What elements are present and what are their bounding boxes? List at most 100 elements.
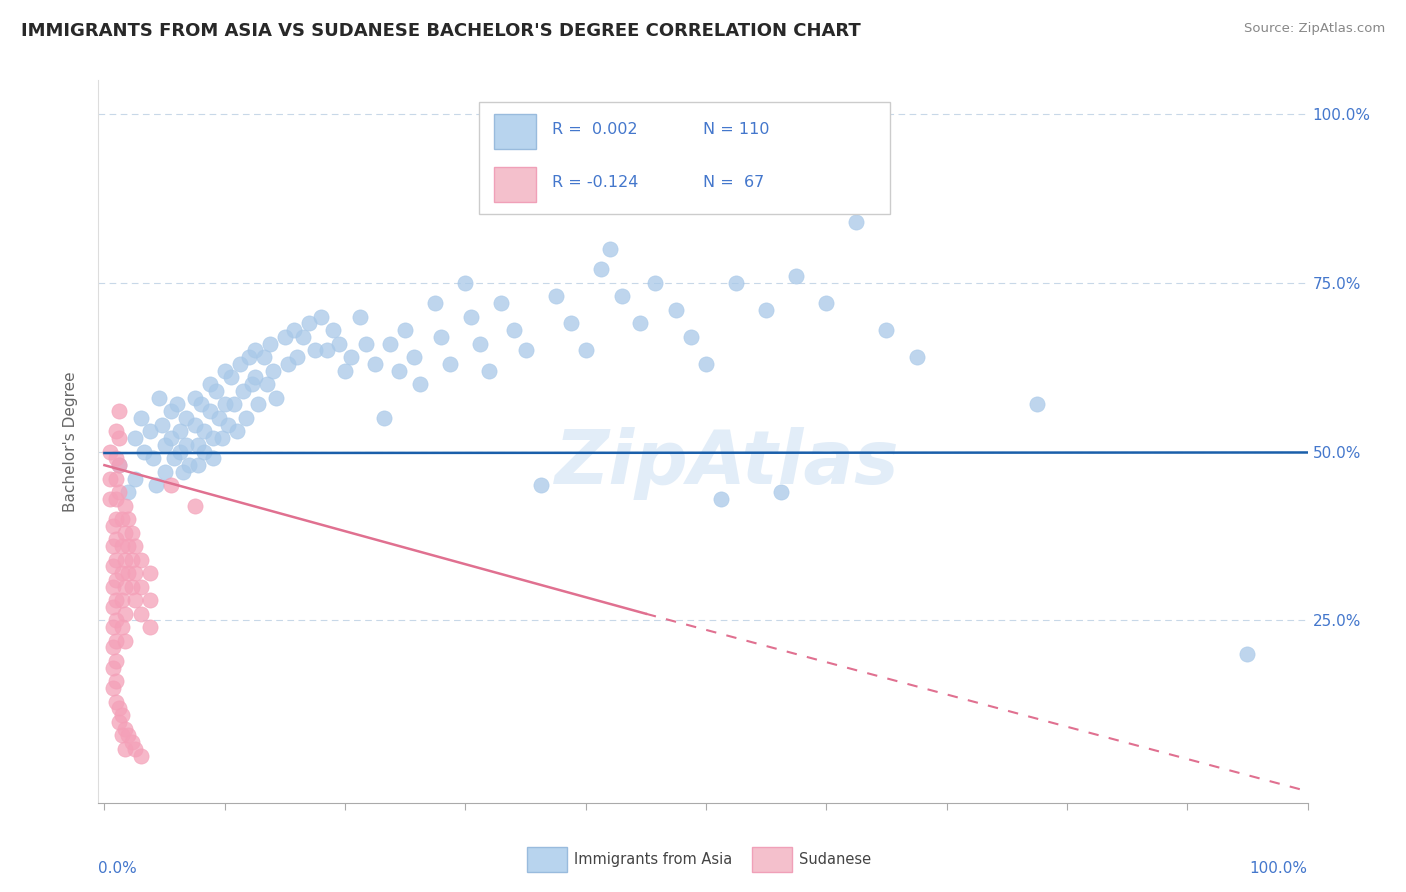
Point — [111, 708, 134, 723]
Point — [201, 431, 224, 445]
Point — [219, 370, 242, 384]
Point — [201, 451, 224, 466]
Point — [274, 330, 297, 344]
Point — [394, 323, 416, 337]
FancyBboxPatch shape — [494, 167, 536, 202]
Point — [105, 614, 128, 628]
Point — [575, 343, 598, 358]
Point — [114, 580, 136, 594]
Point — [190, 397, 212, 411]
Point — [100, 444, 122, 458]
Point — [695, 357, 717, 371]
Point — [103, 599, 125, 614]
Point — [333, 364, 356, 378]
Point — [121, 525, 143, 540]
Point — [153, 465, 176, 479]
Point — [478, 364, 501, 378]
Point — [138, 593, 160, 607]
Point — [460, 310, 482, 324]
Point — [111, 593, 134, 607]
Point — [111, 620, 134, 634]
Point — [304, 343, 326, 358]
Point — [340, 350, 363, 364]
Point — [262, 364, 284, 378]
Point — [129, 748, 152, 763]
Point — [222, 397, 245, 411]
Point — [322, 323, 344, 337]
Point — [277, 357, 299, 371]
Point — [430, 330, 453, 344]
Point — [204, 384, 226, 398]
Point — [117, 539, 139, 553]
Text: N = 110: N = 110 — [703, 122, 769, 136]
Text: N =  67: N = 67 — [703, 176, 765, 190]
Point — [256, 377, 278, 392]
Text: R = -0.124: R = -0.124 — [551, 176, 638, 190]
Point — [628, 317, 651, 331]
Point — [439, 357, 461, 371]
Point — [105, 425, 128, 439]
Point — [103, 681, 125, 695]
Point — [211, 431, 233, 445]
Point — [259, 336, 281, 351]
Point — [121, 735, 143, 749]
Point — [100, 472, 122, 486]
Point — [111, 512, 134, 526]
Text: Immigrants from Asia: Immigrants from Asia — [574, 853, 733, 867]
Point — [198, 377, 221, 392]
Point — [217, 417, 239, 432]
Point — [1025, 397, 1047, 411]
Point — [138, 425, 160, 439]
Point — [138, 620, 160, 634]
Point — [169, 444, 191, 458]
FancyBboxPatch shape — [479, 102, 890, 214]
Text: Source: ZipAtlas.com: Source: ZipAtlas.com — [1244, 22, 1385, 36]
Point — [169, 425, 191, 439]
Point — [454, 276, 477, 290]
Point — [114, 722, 136, 736]
Point — [108, 404, 131, 418]
Point — [425, 296, 447, 310]
Text: 0.0%: 0.0% — [98, 861, 138, 876]
Point — [105, 533, 128, 547]
Point — [183, 499, 205, 513]
Point — [132, 444, 155, 458]
Point — [145, 478, 167, 492]
Point — [380, 336, 402, 351]
Point — [183, 417, 205, 432]
Point — [388, 364, 411, 378]
Point — [214, 364, 236, 378]
Point — [283, 323, 305, 337]
Point — [232, 384, 254, 398]
Point — [285, 350, 308, 364]
Point — [238, 350, 260, 364]
Point — [114, 633, 136, 648]
Text: ZipAtlas: ZipAtlas — [555, 426, 900, 500]
Point — [114, 552, 136, 566]
Point — [364, 357, 387, 371]
Point — [124, 431, 146, 445]
Point — [470, 336, 492, 351]
Point — [114, 525, 136, 540]
Point — [103, 559, 125, 574]
Point — [103, 661, 125, 675]
Point — [905, 350, 928, 364]
Text: IMMIGRANTS FROM ASIA VS SUDANESE BACHELOR'S DEGREE CORRELATION CHART: IMMIGRANTS FROM ASIA VS SUDANESE BACHELO… — [21, 22, 860, 40]
Point — [187, 458, 209, 472]
Point — [166, 397, 188, 411]
Point — [105, 674, 128, 689]
Point — [105, 552, 128, 566]
Point — [148, 391, 170, 405]
Point — [725, 276, 748, 290]
Point — [599, 242, 621, 256]
Point — [117, 512, 139, 526]
Point — [117, 485, 139, 500]
Point — [129, 607, 152, 621]
Point — [103, 640, 125, 655]
Point — [785, 269, 807, 284]
Point — [105, 512, 128, 526]
Point — [610, 289, 633, 303]
Point — [644, 276, 666, 290]
Point — [354, 336, 377, 351]
Text: Sudanese: Sudanese — [799, 853, 870, 867]
